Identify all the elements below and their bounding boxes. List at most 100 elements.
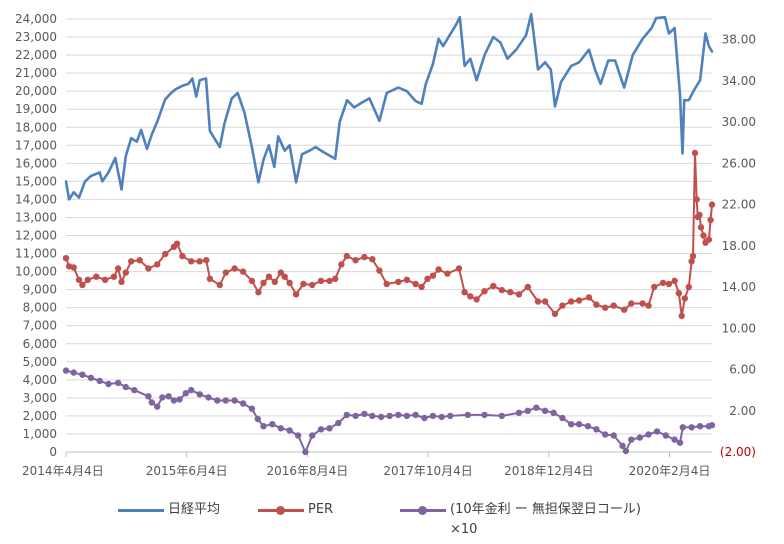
- series-point-rate-spread: [302, 448, 309, 456]
- left-y-axis-labels: 0 1,000 2,000 3,000 4,000 5,000 6,000 7,000 8,00…: [15, 12, 57, 459]
- series-point-per: [277, 269, 284, 276]
- series-point-per: [93, 273, 100, 280]
- series-point-per: [602, 304, 609, 311]
- series-point-per: [369, 256, 376, 263]
- legend: 日経平均 PER (10年金利 ー 無担保翌日コール) ×10: [0, 500, 784, 544]
- series-point-rate-spread: [645, 431, 652, 438]
- series-point-per: [707, 216, 714, 224]
- series-point-per: [361, 253, 368, 261]
- series-point-rate-spread: [176, 396, 183, 403]
- x-tick-label: 2017年10月4日: [383, 464, 472, 478]
- series-point-per: [309, 281, 316, 289]
- x-tick-label: 2018年12月4日: [504, 464, 593, 478]
- legend-label-nikkei: 日経平均: [168, 502, 221, 517]
- series-point-rate-spread: [239, 400, 247, 407]
- series-point-per: [685, 283, 692, 291]
- series-point-rate-spread: [671, 436, 678, 443]
- series-point-rate-spread: [662, 432, 669, 439]
- series-point-rate-spread: [145, 393, 152, 400]
- series-point-per: [403, 276, 411, 283]
- series-point-rate-spread: [231, 397, 238, 404]
- combo-line-chart: 0 1,000 2,000 3,000 4,000 5,000 6,000 7,000 8,00…: [15, 12, 756, 478]
- series-point-per: [541, 298, 549, 305]
- series-point-per: [435, 266, 442, 273]
- series-point-per: [162, 250, 169, 258]
- series-point-per: [621, 306, 628, 313]
- series-point-rate-spread: [619, 442, 626, 449]
- series-point-per: [395, 278, 402, 286]
- series-point-rate-spread: [377, 413, 385, 421]
- series-point-per: [179, 252, 186, 260]
- series-point-per: [114, 265, 122, 272]
- series-point-per: [700, 232, 707, 239]
- gridlines: [66, 18, 712, 453]
- series-point-per: [534, 298, 542, 305]
- series-point-rate-spread: [559, 414, 566, 422]
- legend-swatch-per: [258, 500, 304, 520]
- legend-label-rate-spread: (10年金利 ー 無担保翌日コール) ×10: [450, 502, 641, 537]
- series-point-per: [75, 276, 83, 283]
- series-point-rate-spread: [188, 386, 195, 394]
- series-point-per: [338, 261, 345, 268]
- series-point-rate-spread: [584, 423, 592, 430]
- plot-series: [62, 12, 716, 456]
- series-point-per: [551, 310, 559, 318]
- series-point-per: [79, 281, 86, 289]
- series-point-rate-spread: [352, 412, 359, 420]
- series-point-per: [610, 302, 617, 309]
- right-tick-label: 14.00: [722, 280, 756, 294]
- series-point-per: [343, 252, 350, 260]
- series-point-per: [515, 291, 523, 298]
- legend-swatch-rate-spread: [400, 500, 446, 520]
- legend-item-per: PER: [258, 500, 333, 520]
- left-tick-label: 3,000: [23, 391, 57, 405]
- series-point-per: [332, 275, 339, 282]
- series-point-per: [645, 302, 652, 309]
- left-tick-label: 14,000: [15, 192, 57, 206]
- series-point-per: [136, 257, 143, 264]
- series-point-rate-spread: [610, 432, 617, 439]
- right-tick-label: 2.00: [729, 404, 756, 418]
- right-tick-label: 38.00: [722, 33, 756, 47]
- series-line-rate-spread: [65, 369, 713, 453]
- left-tick-label: 17,000: [15, 138, 57, 152]
- series-point-per: [490, 282, 497, 290]
- series-point-rate-spread: [294, 432, 302, 439]
- series-point-rate-spread: [154, 403, 161, 410]
- series-point-rate-spread: [105, 380, 112, 388]
- series-point-per: [665, 280, 673, 288]
- series-point-per: [248, 277, 256, 285]
- right-y-axis-labels: (2.00) 2.00 6.00 10.00 14.00 18.00 22.00 26.00 3…: [720, 33, 756, 459]
- left-tick-label: 13,000: [15, 210, 57, 224]
- series-point-rate-spread: [159, 394, 166, 401]
- series-point-per: [705, 236, 713, 243]
- series-point-per: [481, 288, 488, 295]
- series-point-per: [206, 275, 214, 282]
- series-point-per: [122, 269, 129, 276]
- series-point-rate-spread: [79, 371, 86, 378]
- series-point-per: [376, 267, 383, 274]
- series-point-rate-spread: [593, 426, 600, 433]
- series-point-rate-spread: [481, 411, 488, 419]
- series-point-per: [639, 300, 646, 307]
- series-point-per: [352, 257, 359, 264]
- left-tick-label: 0: [49, 445, 57, 459]
- series-point-rate-spread: [361, 410, 368, 418]
- series-point-rate-spread: [317, 426, 325, 433]
- series-point-rate-spread: [196, 391, 203, 398]
- right-tick-label: 18.00: [722, 239, 756, 253]
- left-tick-label: 20,000: [15, 84, 57, 98]
- series-point-per: [568, 298, 575, 305]
- series-point-rate-spread: [343, 411, 350, 419]
- series-point-per: [118, 278, 125, 286]
- series-point-per: [689, 252, 697, 260]
- series-point-per: [651, 283, 658, 291]
- series-point-rate-spread: [131, 386, 138, 394]
- series-point-rate-spread: [622, 447, 630, 455]
- series-point-rate-spread: [515, 409, 523, 416]
- series-point-per: [231, 265, 238, 272]
- series-point-per: [708, 201, 716, 208]
- series-point-per: [101, 276, 109, 283]
- series-point-per: [239, 268, 247, 275]
- series-point-per: [659, 279, 667, 287]
